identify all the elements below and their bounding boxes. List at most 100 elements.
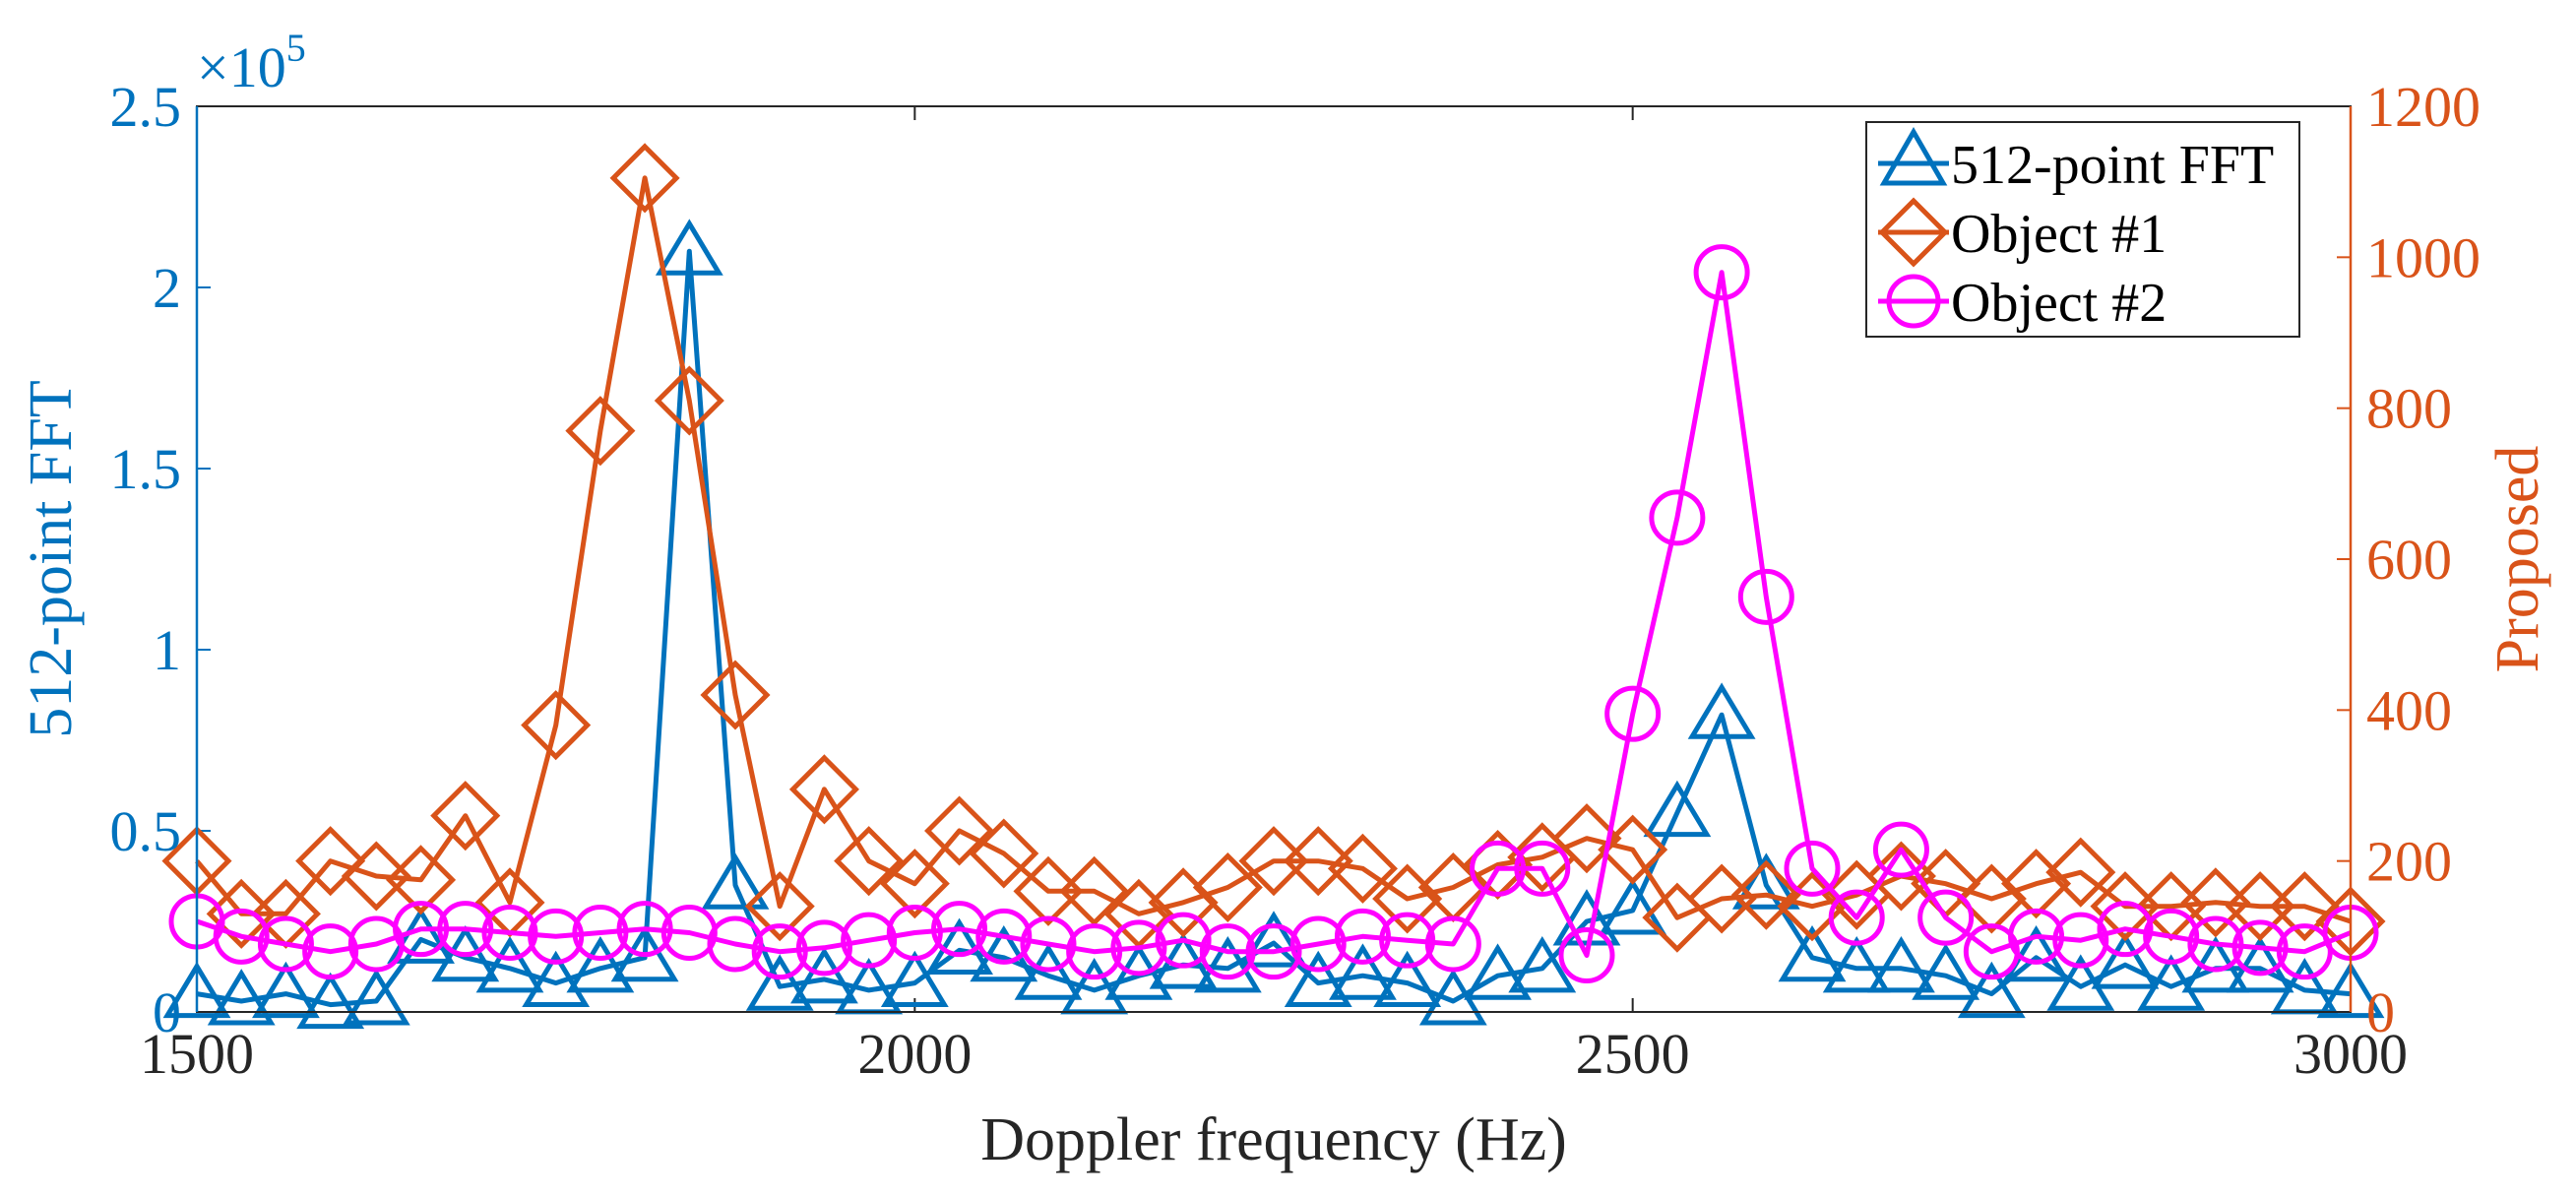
data-point-object-2 — [572, 905, 629, 961]
data-point-object-2 — [707, 915, 764, 973]
left-y-tick-label: 1 — [153, 618, 181, 682]
data-point-object-1 — [1730, 859, 1801, 930]
data-point-512-point-fft — [790, 947, 858, 1004]
left-axis-title: 512-point FFT — [18, 380, 85, 737]
data-point-object-1 — [1777, 871, 1848, 942]
data-point-object-2 — [437, 901, 494, 958]
data-point-object-2 — [213, 908, 270, 965]
data-point-512-point-fft — [1239, 911, 1308, 968]
x-tick-label: 2500 — [1576, 1022, 1690, 1086]
data-point-512-point-fft — [880, 950, 949, 1008]
left-y-tick-label: 0.5 — [110, 799, 182, 863]
data-point-object-2 — [1245, 923, 1302, 980]
data-point-object-1 — [834, 826, 905, 897]
data-point-object-2 — [1604, 685, 1662, 742]
x-axis-title: Doppler frequency (Hz) — [980, 1106, 1567, 1173]
data-point-object-1 — [969, 818, 1039, 889]
data-point-object-1 — [1013, 855, 1084, 926]
data-point-object-1 — [654, 365, 724, 436]
right-y-tick-label: 0 — [2366, 980, 2395, 1044]
data-point-object-1 — [879, 849, 950, 919]
x-tick-label: 2000 — [857, 1022, 972, 1086]
legend-label-object-1: Object #1 — [1951, 204, 2167, 265]
series-line-object-1 — [195, 175, 2352, 924]
data-point-512-point-fft — [1643, 780, 1712, 838]
x-tick-label: 3000 — [2293, 1022, 2408, 1086]
data-point-object-2 — [1649, 489, 1706, 546]
data-point-object-1 — [1283, 826, 1353, 897]
data-point-object-2 — [751, 923, 808, 980]
data-point-object-1 — [1372, 863, 1443, 934]
data-point-object-2 — [795, 919, 852, 977]
series-layer — [161, 143, 2386, 1030]
data-point-object-1 — [2045, 837, 2116, 908]
data-point-512-point-fft — [475, 935, 544, 993]
data-point-512-point-fft — [1014, 943, 1083, 1000]
legend-entry-object-1: Object #1 — [1878, 197, 2167, 268]
data-point-object-1 — [2001, 849, 2072, 919]
data-point-512-point-fft — [1329, 943, 1397, 1000]
left-y-tick-label: 1.5 — [110, 437, 182, 501]
data-point-object-2 — [1872, 821, 1929, 878]
data-point-object-2 — [1784, 840, 1841, 897]
data-point-object-2 — [1470, 840, 1527, 897]
data-point-512-point-fft — [1867, 935, 1935, 993]
right-y-tick-label: 1000 — [2366, 225, 2481, 289]
data-point-object-2 — [1020, 915, 1077, 973]
data-point-object-2 — [393, 901, 450, 958]
data-point-512-point-fft — [2316, 961, 2385, 1019]
data-point-object-1 — [1598, 814, 1668, 885]
data-point-object-2 — [2052, 912, 2109, 969]
multiplier-base: ×10 — [197, 35, 286, 99]
data-point-512-point-fft — [2091, 932, 2160, 989]
data-point-512-point-fft — [1957, 961, 2026, 1019]
data-point-512-point-fft — [655, 219, 723, 276]
data-point-object-2 — [1693, 244, 1750, 301]
data-point-512-point-fft — [566, 935, 635, 993]
data-point-object-1 — [924, 795, 995, 866]
data-point-512-point-fft — [252, 961, 320, 1019]
right-axis-title: Proposed — [2484, 446, 2551, 673]
data-point-object-2 — [1828, 889, 1885, 946]
data-point-512-point-fft — [1912, 943, 1980, 1000]
legend-entry-fft: 512-point FFT — [1878, 126, 2274, 196]
data-point-object-2 — [528, 908, 585, 965]
legend-marker-diamond — [1878, 197, 1949, 268]
data-point-object-1 — [386, 845, 457, 915]
right-y-tick-label: 1200 — [2366, 75, 2481, 139]
data-point-object-2 — [2008, 908, 2065, 965]
left-y-tick-label: 0 — [153, 980, 181, 1044]
series-line-object-2 — [196, 270, 2352, 958]
legend-label-fft: 512-point FFT — [1951, 135, 2274, 196]
data-point-512-point-fft — [745, 954, 814, 1011]
right-y-tick-label: 400 — [2366, 678, 2452, 742]
data-point-object-2 — [975, 908, 1033, 965]
data-point-object-2 — [257, 915, 314, 973]
left-y-tick-label: 2.5 — [110, 75, 182, 139]
data-point-512-point-fft — [342, 969, 410, 1026]
x-tick-label: 1500 — [140, 1022, 254, 1086]
legend-entry-object-2: Object #2 — [1878, 273, 2167, 334]
data-point-object-1 — [1192, 851, 1263, 923]
data-point-object-2 — [841, 912, 898, 969]
data-point-object-2 — [302, 923, 359, 980]
data-point-512-point-fft — [1778, 924, 1847, 982]
data-point-512-point-fft — [610, 924, 679, 982]
data-point-object-2 — [2143, 908, 2200, 965]
data-point-512-point-fft — [1822, 935, 1891, 993]
data-point-512-point-fft — [1731, 852, 1800, 910]
multiplier-exponent: 5 — [286, 26, 306, 70]
data-point-object-2 — [2097, 901, 2154, 958]
data-point-object-1 — [1327, 833, 1398, 904]
data-point-512-point-fft — [1284, 950, 1352, 1008]
data-point-object-2 — [1155, 912, 1212, 969]
data-point-object-2 — [886, 905, 943, 961]
data-point-object-1 — [341, 841, 411, 912]
data-point-object-1 — [430, 781, 501, 851]
data-point-512-point-fft — [1464, 943, 1532, 1000]
data-point-512-point-fft — [1687, 682, 1756, 739]
data-point-object-2 — [931, 901, 988, 958]
data-point-512-point-fft — [1104, 943, 1173, 1000]
data-point-object-2 — [2231, 919, 2289, 977]
